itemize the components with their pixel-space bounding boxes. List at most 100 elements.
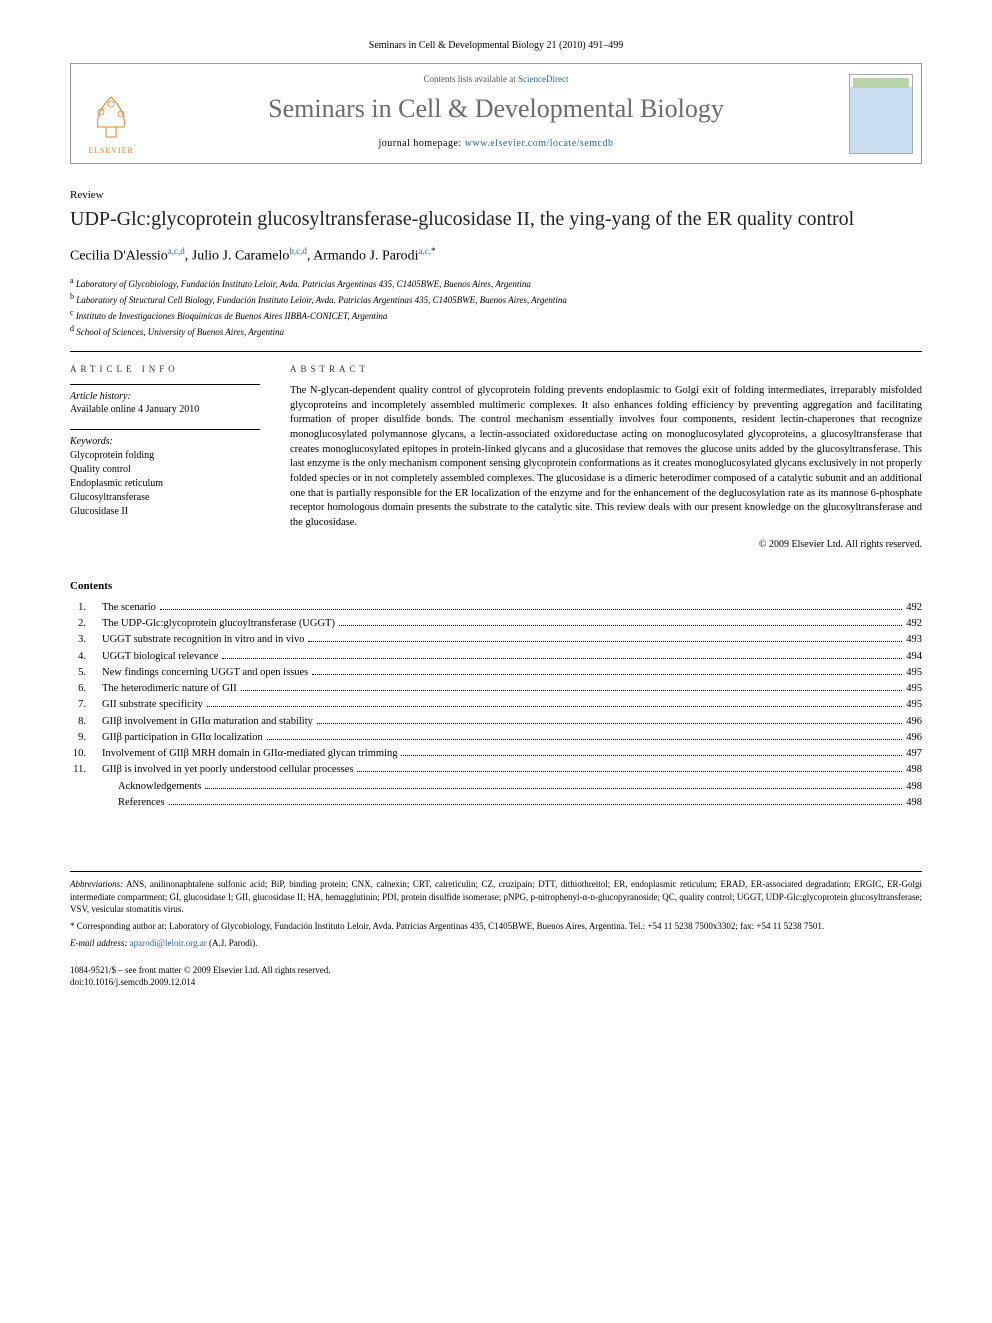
doi-line: doi:10.1016/j.semcdb.2009.12.014 <box>70 977 922 989</box>
abbreviations-text: ANS, anilinonaphtalene sulfonic acid; Bi… <box>70 879 922 914</box>
author-affiliation-sup: a,c,* <box>419 246 436 256</box>
affiliation-line: c Instituto de Investigaciones Bioquímic… <box>70 307 922 323</box>
toc-row[interactable]: 10.Involvement of GIIβ MRH domain in GII… <box>70 746 922 762</box>
keywords-head: Keywords: <box>70 436 260 447</box>
article-title: UDP-Glc:glycoprotein glucosyltransferase… <box>70 207 922 232</box>
affiliation-line: d School of Sciences, University of Buen… <box>70 323 922 339</box>
toc-number: 5. <box>70 665 94 681</box>
toc-leader-dots <box>401 755 902 756</box>
toc-number: 7. <box>70 697 94 713</box>
toc-leader-dots <box>160 609 902 610</box>
email-footnote: E-mail address: aparodi@leloir.org.ar (A… <box>70 937 922 950</box>
toc-leader-dots <box>207 706 902 707</box>
toc-title: GIIβ involvement in GIIα maturation and … <box>102 714 313 730</box>
running-header: Seminars in Cell & Developmental Biology… <box>70 40 922 51</box>
banner-center: Contents lists available at ScienceDirec… <box>151 64 841 163</box>
toc-title: The scenario <box>102 600 156 616</box>
keyword-item: Glucosidase II <box>70 505 260 519</box>
toc-title: GIIβ is involved in yet poorly understoo… <box>102 762 353 778</box>
contents-prefix: Contents lists available at <box>424 74 518 84</box>
author-affiliation-sup: a,c,d <box>168 246 185 256</box>
toc-number: 4. <box>70 649 94 665</box>
toc-title: The UDP-Glc:glycoprotein glucoyltransfer… <box>102 616 335 632</box>
footer-copyright-line: 1084-9521/$ – see front matter © 2009 El… <box>70 965 922 977</box>
affiliations-list: a Laboratory of Glycobiology, Fundación … <box>70 275 922 339</box>
toc-number: 1. <box>70 600 94 616</box>
toc-leader-dots <box>267 739 903 740</box>
toc-leader-dots <box>308 641 902 642</box>
toc-leader-dots <box>169 804 903 805</box>
page-footer: 1084-9521/$ – see front matter © 2009 El… <box>70 965 922 988</box>
keywords-list: Glycoprotein foldingQuality controlEndop… <box>70 449 260 519</box>
article-info-column: ARTICLE INFO Article history: Available … <box>70 364 260 550</box>
toc-title: UGGT substrate recognition in vitro and … <box>102 632 304 648</box>
toc-page: 492 <box>906 600 922 616</box>
keyword-item: Endoplasmic reticulum <box>70 477 260 491</box>
footnotes: Abbreviations: ANS, anilinonaphtalene su… <box>70 871 922 949</box>
toc-number: 6. <box>70 681 94 697</box>
toc-title: References <box>118 795 165 811</box>
toc-row[interactable]: 3. UGGT substrate recognition in vitro an… <box>70 632 922 648</box>
toc-page: 495 <box>906 665 922 681</box>
toc-row[interactable]: 5. New findings concerning UGGT and open … <box>70 665 922 681</box>
toc-title: UGGT biological relevance <box>102 649 218 665</box>
article-type: Review <box>70 189 922 201</box>
affiliation-line: a Laboratory of Glycobiology, Fundación … <box>70 275 922 291</box>
toc-row[interactable]: References498 <box>70 795 922 811</box>
author-affiliation-sup: b,c,d <box>289 246 307 256</box>
toc-leader-dots <box>312 674 902 675</box>
toc-row[interactable]: 9.GIIβ participation in GIIα localizatio… <box>70 730 922 746</box>
toc-number: 3. <box>70 632 94 648</box>
toc-row[interactable]: Acknowledgements498 <box>70 779 922 795</box>
toc-leader-dots <box>241 690 903 691</box>
toc-page: 496 <box>906 730 922 746</box>
author-name: Cecilia D'Alessio <box>70 249 168 264</box>
toc-page: 495 <box>906 681 922 697</box>
sciencedirect-link[interactable]: ScienceDirect <box>518 74 568 84</box>
journal-cover-box <box>841 64 921 163</box>
toc-leader-dots <box>339 625 902 626</box>
star-icon: * <box>70 921 77 931</box>
info-abstract-row: ARTICLE INFO Article history: Available … <box>70 351 922 550</box>
elsevier-tree-icon <box>86 92 136 142</box>
contents-available-line: Contents lists available at ScienceDirec… <box>151 74 841 84</box>
journal-name: Seminars in Cell & Developmental Biology <box>151 94 841 124</box>
journal-banner: ELSEVIER Contents lists available at Sci… <box>70 63 922 164</box>
toc-row[interactable]: 2.The UDP-Glc:glycoprotein glucoyltransf… <box>70 616 922 632</box>
toc-title: New findings concerning UGGT and open is… <box>102 665 308 681</box>
table-of-contents: 1. The scenario 4922.The UDP-Glc:glycoprot… <box>70 600 922 811</box>
toc-title: GII substrate specificity <box>102 697 203 713</box>
keyword-item: Glucosyltransferase <box>70 491 260 505</box>
keyword-item: Glycoprotein folding <box>70 449 260 463</box>
toc-row[interactable]: 8. GIIβ involvement in GIIα maturation an… <box>70 714 922 730</box>
toc-row[interactable]: 4.UGGT biological relevance494 <box>70 649 922 665</box>
keywords-block: Keywords: Glycoprotein foldingQuality co… <box>70 429 260 519</box>
toc-number: 8. <box>70 714 94 730</box>
keyword-item: Quality control <box>70 463 260 477</box>
abbreviations-label: Abbreviations: <box>70 879 123 889</box>
abstract-copyright: © 2009 Elsevier Ltd. All rights reserved… <box>290 539 922 550</box>
corresponding-author-footnote: * Corresponding author at: Laboratory of… <box>70 920 922 933</box>
abstract-label: ABSTRACT <box>290 364 922 374</box>
author-name: Armando J. Parodi <box>313 249 418 264</box>
toc-row[interactable]: 6.The heterodimeric nature of GII495 <box>70 681 922 697</box>
contents-heading: Contents <box>70 580 922 592</box>
toc-row[interactable]: 11. GIIβ is involved in yet poorly unders… <box>70 762 922 778</box>
homepage-url[interactable]: www.elsevier.com/locate/semcdb <box>465 138 614 149</box>
toc-row[interactable]: 7. GII substrate specificity 495 <box>70 697 922 713</box>
toc-leader-dots <box>205 788 902 789</box>
corresponding-label: Corresponding author at: <box>77 921 167 931</box>
toc-page: 495 <box>906 697 922 713</box>
toc-row[interactable]: 1. The scenario 492 <box>70 600 922 616</box>
toc-title: Acknowledgements <box>118 779 201 795</box>
toc-page: 492 <box>906 616 922 632</box>
toc-number: 11. <box>70 762 94 778</box>
email-label: E-mail address: <box>70 938 127 948</box>
toc-page: 498 <box>906 762 922 778</box>
article-history-head: Article history: <box>70 391 260 402</box>
toc-leader-dots <box>317 723 902 724</box>
toc-leader-dots <box>222 658 902 659</box>
email-link[interactable]: aparodi@leloir.org.ar <box>130 938 207 948</box>
journal-homepage-line: journal homepage: www.elsevier.com/locat… <box>151 138 841 149</box>
publisher-logo-box: ELSEVIER <box>71 64 151 163</box>
